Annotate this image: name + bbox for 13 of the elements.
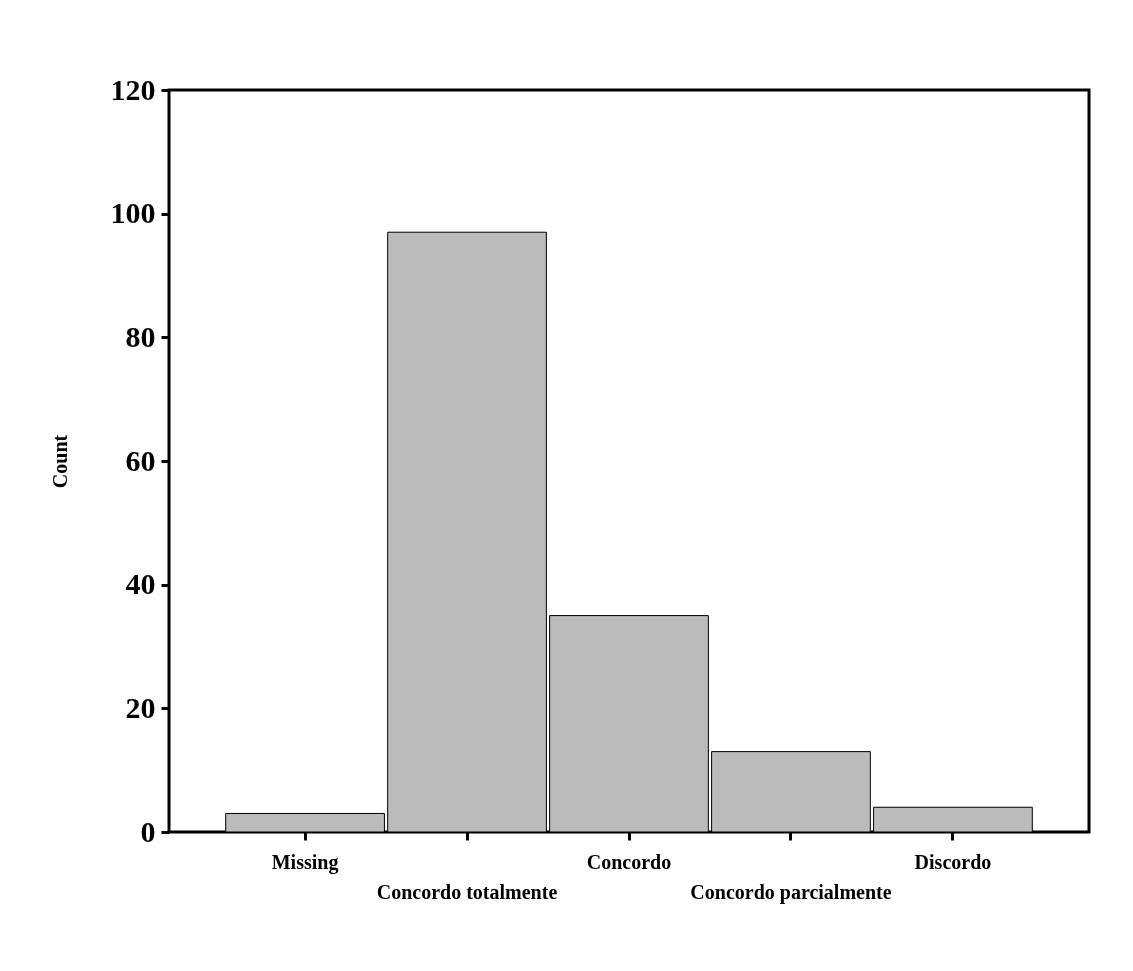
x-tick-label: Missing xyxy=(271,850,339,874)
y-tick-label: 40 xyxy=(125,567,156,601)
y-tick-label: 60 xyxy=(125,443,156,477)
x-tick-label: Concordo parcialmente xyxy=(690,880,892,904)
y-tick-label: 0 xyxy=(140,814,156,848)
y-axis-title: Count xyxy=(48,434,71,489)
x-tick-label: Discordo xyxy=(914,850,992,873)
y-tick-label: 100 xyxy=(110,196,156,230)
y-tick-label: 80 xyxy=(125,319,156,353)
x-tick-label: Concordo xyxy=(586,850,672,873)
y-tick-label: 20 xyxy=(125,690,156,724)
x-tick-label: Concordo totalmente xyxy=(376,880,558,903)
y-tick-label: 120 xyxy=(110,72,156,106)
